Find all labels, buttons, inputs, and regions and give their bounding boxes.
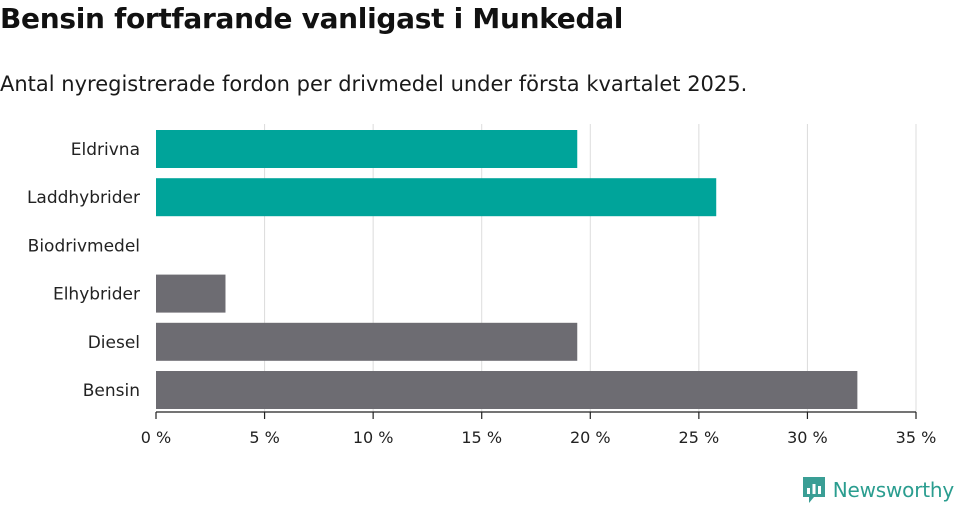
- category-label: Eldrivna: [71, 140, 140, 160]
- bar-diesel: [156, 322, 578, 361]
- bar-eldrivna: [156, 130, 578, 168]
- x-tick-label: 25 %: [679, 428, 720, 447]
- bar-laddhybrider: [156, 178, 717, 217]
- x-tick-label: 35 %: [896, 428, 937, 447]
- brand-name: Newsworthy: [832, 478, 954, 502]
- x-tick-label: 30 %: [787, 428, 828, 447]
- category-label: Elhybrider: [53, 285, 140, 305]
- bar-elhybrider: [156, 274, 226, 313]
- category-label: Bensin: [83, 381, 140, 401]
- category-label: Biodrivmedel: [28, 236, 140, 256]
- x-tick-label: 20 %: [570, 428, 611, 447]
- x-tick-label: 10 %: [353, 428, 394, 447]
- chart-title: Bensin fortfarande vanligast i Munkedal: [0, 2, 624, 35]
- newsworthy-brand: Newsworthy: [801, 474, 954, 506]
- category-label: Laddhybrider: [27, 188, 140, 208]
- bar-bensin: [156, 371, 858, 409]
- x-tick-label: 15 %: [461, 428, 502, 447]
- category-label: Diesel: [88, 333, 140, 353]
- x-tick-label: 0 %: [141, 428, 171, 447]
- chart-subtitle: Antal nyregistrerade fordon per drivmede…: [0, 72, 748, 96]
- newsworthy-logo-icon: [802, 477, 825, 503]
- x-tick-label: 5 %: [249, 428, 279, 447]
